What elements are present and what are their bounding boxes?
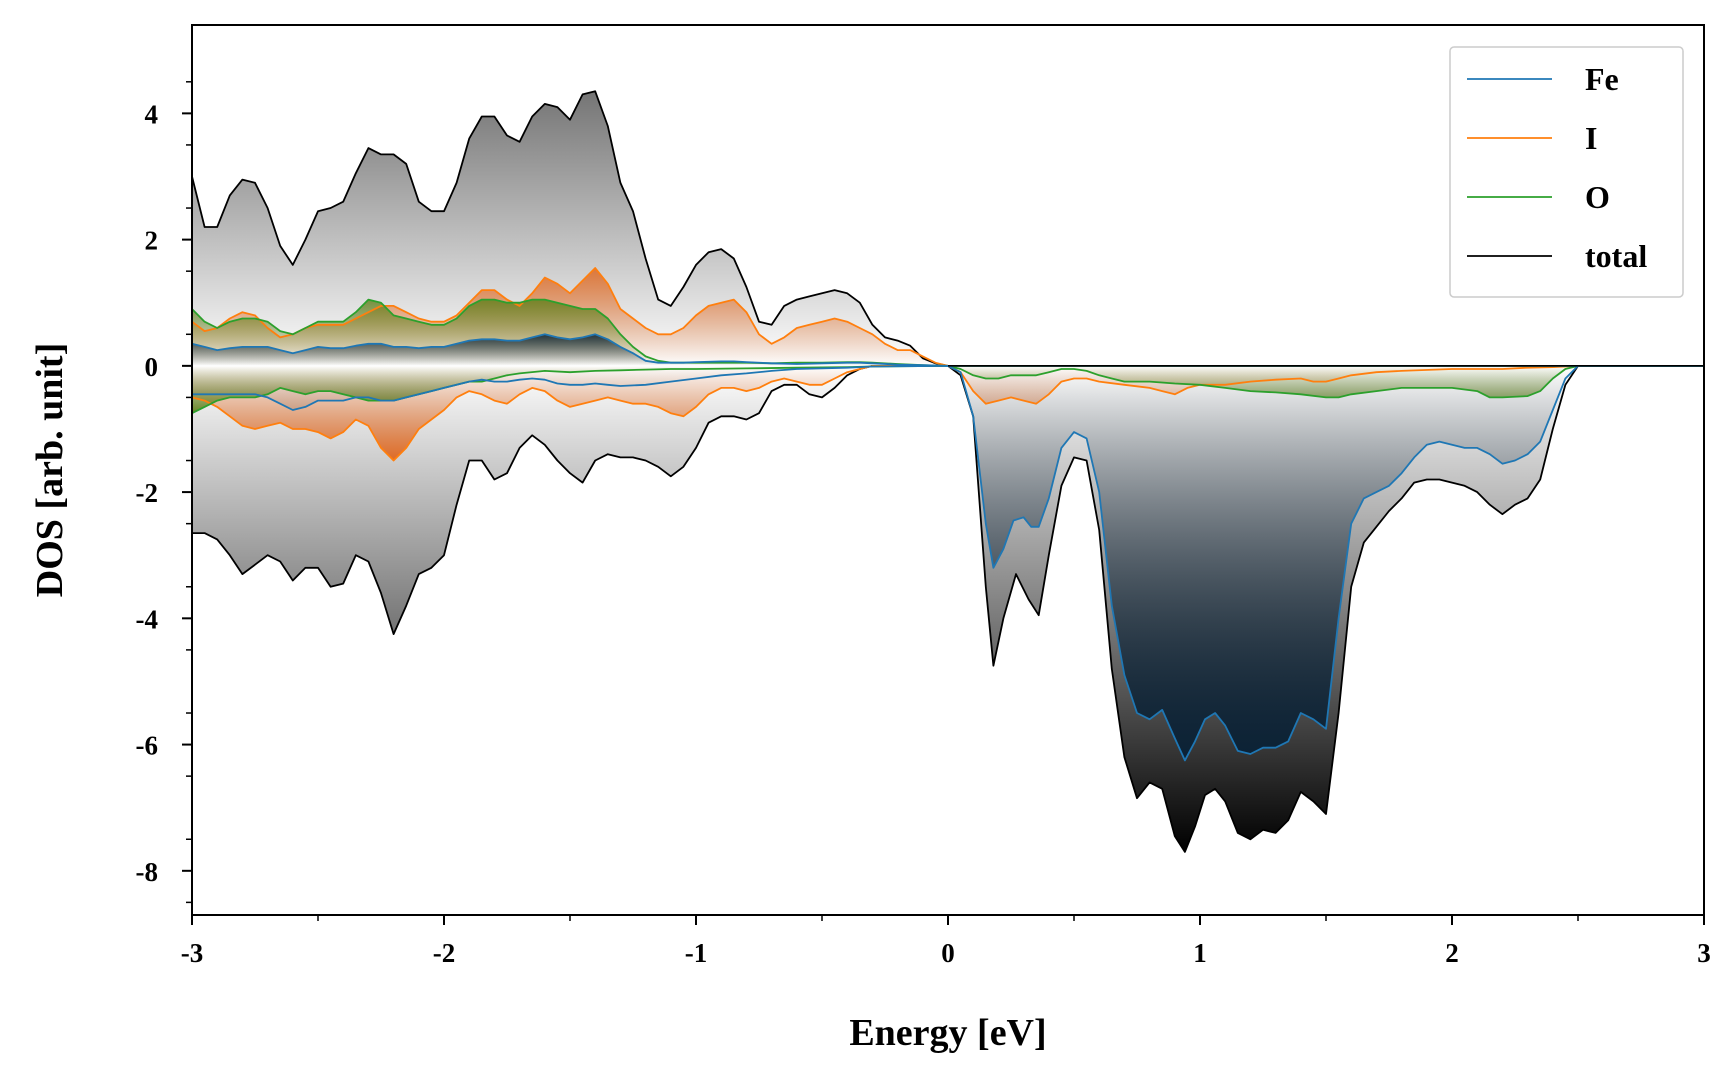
- y-axis-label: DOS [arb. unit]: [29, 343, 71, 597]
- total-spin-up-line: [191, 90, 1704, 367]
- legend-label-total: total: [1585, 238, 1647, 274]
- x-tick-label: -2: [433, 938, 456, 968]
- x-tick-label: 2: [1445, 938, 1459, 968]
- i-spin-up-line: [191, 267, 1704, 367]
- y-tick-label: -2: [136, 478, 159, 508]
- y-tick-label: 2: [145, 226, 159, 256]
- fe-spin-down-line: [192, 365, 1704, 762]
- legend-label-o: O: [1585, 179, 1610, 215]
- x-tick-label: 3: [1697, 938, 1711, 968]
- i-spin-down-line: [191, 365, 1704, 462]
- fe-spin-up-fill: [192, 334, 1704, 366]
- y-tick-label: -4: [136, 604, 159, 634]
- legend-label-fe: Fe: [1585, 61, 1619, 97]
- legend-label-i: I: [1585, 120, 1597, 156]
- series-lines: [191, 90, 1704, 853]
- y-axis: -8 -6 -4 -2 0 2 4: [136, 81, 192, 904]
- x-axis: -3 -2 -1 0 1 2 3: [181, 915, 1711, 968]
- x-tick-label: 1: [1193, 938, 1207, 968]
- legend-box: [1449, 46, 1684, 298]
- fe-spin-up-line: [191, 333, 1704, 367]
- i-spin-down-fill: [192, 365, 1704, 461]
- y-tick-label: -6: [136, 731, 159, 761]
- x-axis-label: Energy [eV]: [849, 1012, 1046, 1054]
- y-tick-label: 4: [145, 99, 159, 129]
- y-tick-label: 0: [145, 352, 159, 382]
- x-tick-label: -3: [181, 938, 204, 968]
- series-fills: [192, 91, 1704, 852]
- fe-spin-down-fill: [192, 365, 1704, 761]
- x-tick-label: -1: [685, 938, 708, 968]
- y-tick-label: -8: [136, 857, 159, 887]
- x-tick-label: 0: [941, 938, 955, 968]
